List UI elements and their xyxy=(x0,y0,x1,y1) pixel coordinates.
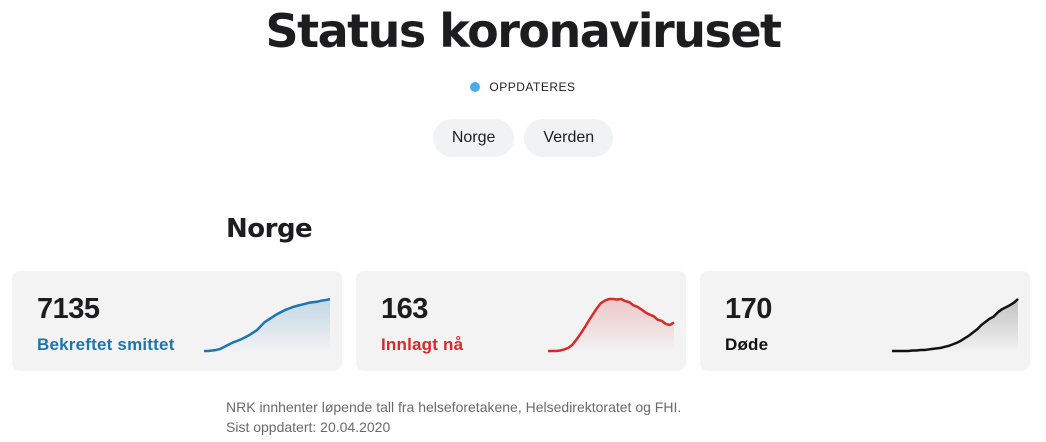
page-title: Status koronaviruset xyxy=(265,4,782,58)
footer-updated: Sist oppdatert: 20.04.2020 xyxy=(226,419,391,435)
hospitalized-value: 163 xyxy=(381,293,428,325)
sparkline-line xyxy=(892,298,1019,353)
tab-verden[interactable]: Verden xyxy=(524,119,614,157)
card-deaths[interactable]: 170 Døde xyxy=(700,271,1030,371)
sparkline-line xyxy=(204,297,331,353)
update-status: OPPDATERES xyxy=(0,80,1046,94)
confirmed-sparkline xyxy=(204,297,331,353)
card-hospitalized[interactable]: 163 Innlagt nå xyxy=(356,271,686,371)
sparkline-line xyxy=(548,297,675,353)
deaths-sparkline xyxy=(892,298,1019,353)
sparkline-area xyxy=(548,299,674,353)
footer-note: NRK innhenter løpende tall fra helsefore… xyxy=(226,397,681,437)
deaths-label: Døde xyxy=(725,335,769,354)
confirmed-value: 7135 xyxy=(37,293,100,325)
section-title: Norge xyxy=(226,214,313,244)
deaths-value: 170 xyxy=(725,293,772,325)
hospitalized-label: Innlagt nå xyxy=(381,335,464,354)
hospitalized-sparkline xyxy=(548,297,675,353)
status-text: OPPDATERES xyxy=(489,80,576,94)
region-tabs: Norge Verden xyxy=(0,119,1046,157)
tab-norge[interactable]: Norge xyxy=(432,119,515,157)
sparkline-area xyxy=(892,299,1018,353)
footer-source: NRK innhenter løpende tall fra helsefore… xyxy=(226,399,682,415)
sparkline-area xyxy=(204,299,330,353)
status-dot-icon xyxy=(470,82,481,92)
confirmed-label: Bekreftet smittet xyxy=(37,335,175,354)
card-confirmed[interactable]: 7135 Bekreftet smittet xyxy=(12,271,342,371)
